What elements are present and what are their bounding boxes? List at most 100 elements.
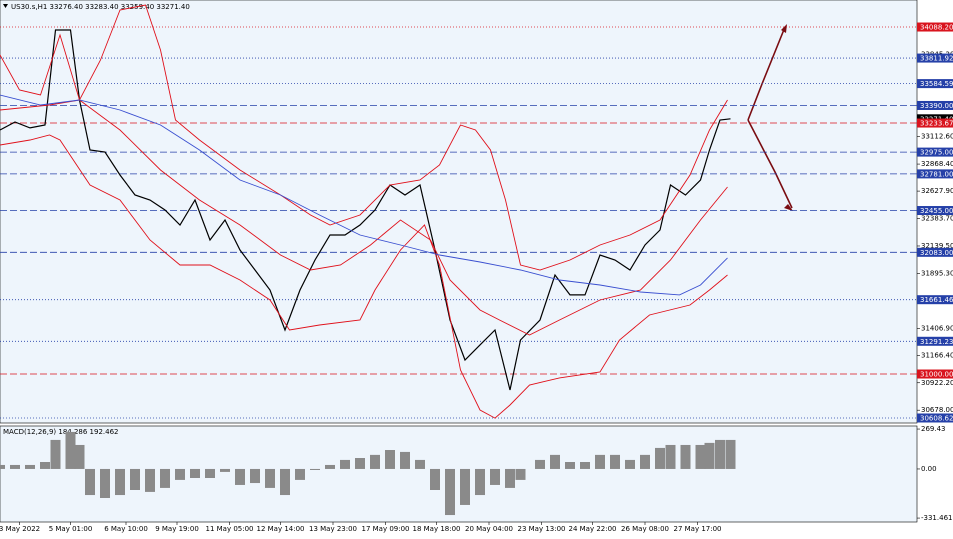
x-tick-label: 24 May 22:00	[568, 525, 616, 533]
macd-bar	[10, 464, 20, 469]
y-tick-label: 32627.90	[921, 187, 953, 195]
x-tick-label: 17 May 09:00	[361, 525, 409, 533]
macd-bar	[665, 444, 676, 469]
level-tag	[917, 147, 953, 157]
macd-bar	[704, 442, 715, 469]
y-tick-label: 31895.30	[921, 269, 953, 277]
macd-bar	[340, 459, 350, 469]
macd-bar	[490, 468, 500, 485]
macd-bar	[250, 468, 260, 484]
level-label: 31291.23	[920, 338, 953, 346]
x-tick-label: 11 May 05:00	[205, 525, 253, 533]
y-tick-label: -331.461	[921, 514, 952, 522]
y-tick-label: 30922.20	[921, 379, 953, 387]
x-tick-label: 27 May 17:00	[673, 525, 721, 533]
chart-title: US30.s,H1 33276.40 33283.40 33259.40 332…	[11, 3, 190, 11]
series-line	[0, 94, 728, 296]
macd-bar	[445, 468, 455, 516]
macd-bar	[680, 444, 691, 469]
level-tag	[917, 169, 953, 179]
macd-bar	[415, 459, 425, 469]
macd-bar	[100, 468, 110, 498]
macd-bar	[115, 468, 125, 496]
level-label: 32975.00	[920, 149, 953, 157]
level-tag	[917, 295, 953, 305]
y-tick-label: 32383.70	[921, 215, 953, 223]
level-label: 30608.62	[920, 414, 953, 422]
macd-bar	[0, 464, 5, 469]
y-tick-label: 33112.60	[921, 133, 953, 141]
macd-bar	[725, 439, 736, 469]
x-tick-label: 12 May 14:00	[256, 525, 304, 533]
x-tick-label: 20 May 04:00	[465, 525, 513, 533]
macd-bar	[610, 454, 620, 469]
macd-bar	[430, 468, 440, 490]
macd-bar	[640, 454, 650, 469]
macd-bar	[74, 444, 85, 469]
x-tick-label: 18 May 18:00	[412, 525, 460, 533]
x-tick-label: 23 May 13:00	[517, 525, 565, 533]
macd-bar	[130, 468, 140, 490]
level-label: 32781.00	[920, 170, 953, 178]
level-label: 32455.00	[920, 207, 953, 215]
y-tick-label: 31166.40	[921, 351, 953, 359]
level-tag	[917, 413, 953, 423]
y-tick-label: 30678.00	[921, 406, 953, 414]
macd-bar	[40, 462, 50, 469]
y-tick-label: 269.43	[921, 425, 946, 433]
macd-bar	[265, 468, 275, 488]
macd-bar	[505, 468, 515, 488]
main-panel	[0, 0, 918, 424]
macd-bar	[85, 468, 95, 496]
macd-bar	[715, 439, 725, 469]
macd-bar	[175, 468, 185, 480]
level-tag	[917, 79, 953, 89]
y-tick-label: 32868.40	[921, 160, 953, 168]
series-line	[0, 134, 728, 419]
y-tick-label: 31406.90	[921, 324, 953, 332]
macd-bar	[65, 431, 76, 469]
macd-bar	[625, 459, 635, 469]
macd-bar	[565, 462, 575, 469]
level-label: 31000.00	[920, 371, 953, 379]
macd-bar	[550, 454, 560, 469]
level-tag	[917, 247, 953, 257]
series-line	[0, 29, 731, 391]
series-line	[0, 4, 728, 271]
macd-bar	[535, 459, 545, 469]
macd-bar	[145, 468, 155, 492]
macd-bar	[400, 451, 410, 469]
macd-bar	[325, 464, 335, 469]
menu-arrow[interactable]	[3, 4, 8, 8]
macd-bar	[475, 468, 485, 496]
level-label: 32083.00	[920, 249, 953, 257]
macd-bar	[160, 468, 170, 488]
macd-bar	[280, 468, 290, 496]
macd-bar	[220, 468, 230, 472]
macd-bar	[50, 439, 61, 469]
x-tick-label: 9 May 19:00	[155, 525, 199, 533]
x-tick-label: 5 May 01:00	[49, 525, 93, 533]
macd-bar	[595, 454, 605, 469]
level-tag	[917, 206, 953, 216]
macd-bar	[355, 458, 365, 469]
level-label: 33584.59	[920, 80, 953, 88]
level-label: 33811.92	[920, 55, 953, 63]
x-tick-label: 3 May 2022	[0, 525, 40, 533]
level-label: 34088.20	[920, 24, 953, 32]
x-tick-label: 13 May 23:00	[309, 525, 357, 533]
x-tick-label: 6 May 10:00	[104, 525, 148, 533]
macd-bar	[460, 468, 470, 505]
macd-bar	[580, 462, 590, 469]
macd-bar	[295, 468, 305, 480]
macd-bar	[310, 468, 320, 470]
level-label: 31661.46	[920, 296, 953, 304]
level-tag	[917, 369, 953, 379]
y-tick-label: 0.00	[921, 465, 937, 473]
macd-bar	[235, 468, 245, 485]
level-label: 33390.00	[920, 102, 953, 110]
level-label: 33233.67	[920, 120, 953, 128]
level-tag	[917, 118, 953, 128]
macd-bar	[655, 447, 665, 469]
